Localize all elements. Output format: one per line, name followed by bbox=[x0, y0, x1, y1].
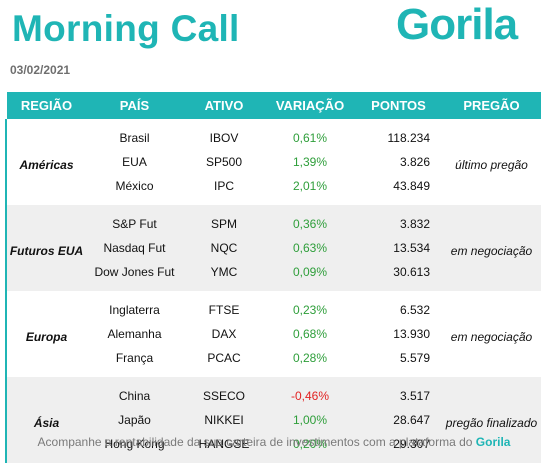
change-cell: 0,09% bbox=[265, 260, 355, 291]
region-group-us-futures: Futuros EUA S&P Fut SPM 0,36% 3.832 em n… bbox=[5, 205, 541, 291]
asset-cell: NQC bbox=[183, 236, 265, 260]
country-cell: México bbox=[86, 174, 183, 205]
points-cell: 118.234 bbox=[355, 119, 442, 150]
region-label: Ásia bbox=[5, 377, 86, 463]
country-cell: Hong Kong bbox=[86, 432, 183, 463]
change-cell: 0,61% bbox=[265, 119, 355, 150]
table-row: França PCAC 0,28% 5.579 bbox=[6, 346, 541, 377]
table-row: Alemanha DAX 0,68% 13.930 bbox=[6, 322, 541, 346]
points-cell: 13.930 bbox=[355, 322, 442, 346]
change-cell: 0,68% bbox=[265, 322, 355, 346]
table-row: México IPC 2,01% 43.849 bbox=[6, 174, 541, 205]
asset-cell: NIKKEI bbox=[183, 408, 265, 432]
footer-brand-link[interactable]: Gorila bbox=[475, 435, 511, 449]
column-header-points: PONTOS bbox=[355, 92, 442, 119]
table-row: Futuros EUA S&P Fut SPM 0,36% 3.832 em n… bbox=[5, 205, 541, 291]
table-row: EUA SP500 1,39% 3.826 bbox=[6, 150, 541, 174]
region-group-americas: Américas Brasil IBOV 0,61% 118.234 últim… bbox=[5, 119, 541, 205]
table-row: Ásia China SSECO -0,46% 3.517 pregão fin… bbox=[5, 377, 541, 463]
change-cell: 0,63% bbox=[265, 236, 355, 260]
table-row: Américas Brasil IBOV 0,61% 118.234 últim… bbox=[5, 119, 541, 205]
change-cell: 1,00% bbox=[265, 408, 355, 432]
points-cell: 6.532 bbox=[355, 291, 442, 322]
region-label: Futuros EUA bbox=[5, 205, 86, 291]
points-cell: 43.849 bbox=[355, 174, 442, 205]
points-cell: 13.534 bbox=[355, 236, 442, 260]
footer-text: Acompanhe a rentabilidade da sua carteir… bbox=[37, 435, 473, 449]
asset-cell: HANGSE bbox=[183, 432, 265, 463]
points-cell: 3.832 bbox=[355, 205, 442, 236]
session-status: pregão finalizado bbox=[442, 377, 541, 463]
region-group-europe: Europa Inglaterra FTSE 0,23% 6.532 em ne… bbox=[5, 291, 541, 377]
asset-cell: SP500 bbox=[183, 150, 265, 174]
change-cell: 0,20% bbox=[265, 432, 355, 463]
session-status: em negociação bbox=[442, 291, 541, 377]
points-cell: 3.517 bbox=[355, 377, 442, 408]
session-status: em negociação bbox=[442, 205, 541, 291]
change-cell: 0,28% bbox=[265, 346, 355, 377]
region-label: Europa bbox=[5, 291, 86, 377]
table-header-row: REGIÃO PAÍS ATIVO VARIAÇÃO PONTOS PREGÃO bbox=[5, 92, 541, 119]
asset-cell: IPC bbox=[183, 174, 265, 205]
change-cell: -0,46% bbox=[265, 377, 355, 408]
asset-cell: YMC bbox=[183, 260, 265, 291]
asset-cell: DAX bbox=[183, 322, 265, 346]
points-cell: 3.826 bbox=[355, 150, 442, 174]
column-header-region: REGIÃO bbox=[5, 92, 86, 119]
table-row: Europa Inglaterra FTSE 0,23% 6.532 em ne… bbox=[5, 291, 541, 377]
table-row: Nasdaq Fut NQC 0,63% 13.534 bbox=[6, 236, 541, 260]
table-row: Hong Kong HANGSE 0,20% 29.307 bbox=[6, 432, 541, 463]
asset-cell: SPM bbox=[183, 205, 265, 236]
report-date: 03/02/2021 bbox=[10, 63, 71, 77]
country-cell: Japão bbox=[86, 408, 183, 432]
column-header-session: PREGÃO bbox=[442, 92, 541, 119]
column-header-country: PAÍS bbox=[86, 92, 183, 119]
country-cell: Dow Jones Fut bbox=[86, 260, 183, 291]
market-table: REGIÃO PAÍS ATIVO VARIAÇÃO PONTOS PREGÃO… bbox=[5, 92, 541, 463]
asset-cell: SSECO bbox=[183, 377, 265, 408]
points-cell: 30.613 bbox=[355, 260, 442, 291]
country-cell: China bbox=[86, 377, 183, 408]
country-cell: Brasil bbox=[86, 119, 183, 150]
table-row: Dow Jones Fut YMC 0,09% 30.613 bbox=[6, 260, 541, 291]
footer-note: Acompanhe a rentabilidade da sua carteir… bbox=[0, 435, 548, 449]
change-cell: 0,23% bbox=[265, 291, 355, 322]
country-cell: EUA bbox=[86, 150, 183, 174]
asset-cell: PCAC bbox=[183, 346, 265, 377]
country-cell: França bbox=[86, 346, 183, 377]
session-status: último pregão bbox=[442, 119, 541, 205]
country-cell: Nasdaq Fut bbox=[86, 236, 183, 260]
column-header-change: VARIAÇÃO bbox=[265, 92, 355, 119]
column-header-asset: ATIVO bbox=[183, 92, 265, 119]
change-cell: 1,39% bbox=[265, 150, 355, 174]
country-cell: Alemanha bbox=[86, 322, 183, 346]
country-cell: Inglaterra bbox=[86, 291, 183, 322]
asset-cell: FTSE bbox=[183, 291, 265, 322]
change-cell: 2,01% bbox=[265, 174, 355, 205]
table-row: Japão NIKKEI 1,00% 28.647 bbox=[6, 408, 541, 432]
change-cell: 0,36% bbox=[265, 205, 355, 236]
region-label: Américas bbox=[5, 119, 86, 205]
gorila-logo: Gorila bbox=[396, 0, 518, 49]
points-cell: 28.647 bbox=[355, 408, 442, 432]
points-cell: 5.579 bbox=[355, 346, 442, 377]
asset-cell: IBOV bbox=[183, 119, 265, 150]
page-title: Morning Call bbox=[12, 8, 240, 49]
region-group-asia: Ásia China SSECO -0,46% 3.517 pregão fin… bbox=[5, 377, 541, 463]
country-cell: S&P Fut bbox=[86, 205, 183, 236]
points-cell: 29.307 bbox=[355, 432, 442, 463]
